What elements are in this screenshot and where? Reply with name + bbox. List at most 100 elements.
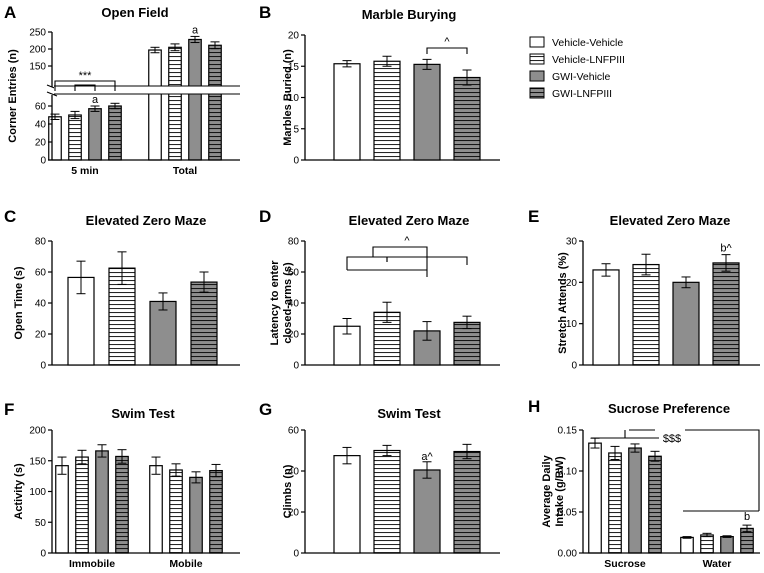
category-label-water: Water <box>703 558 732 570</box>
y-axis-label: Stretch Attends (%) <box>557 252 569 354</box>
bar-vehicle-lnfpiii-sucrose <box>608 452 622 554</box>
bracket-significance <box>426 47 468 54</box>
legend-swatch-gwi-vehicle <box>529 70 545 82</box>
y-tick-label: 0.00 <box>558 549 578 560</box>
chart-title: Elevated Zero Maze <box>610 213 731 228</box>
bar-gwi-vehicle <box>672 281 700 366</box>
chart-title: Elevated Zero Maze <box>349 213 470 228</box>
y-tick-label: 40 <box>288 467 300 478</box>
bar-vehicle-vehicle-sucrose <box>588 442 602 554</box>
legend-label-gwi-vehicle: GWI-Vehicle <box>552 71 611 83</box>
bar-vehicle-vehicle-5-min <box>48 116 62 161</box>
legend: Vehicle-Vehicle Vehicle-LNFPIII GWI-Vehicl… <box>529 36 625 100</box>
y-tick-label: 0.05 <box>558 508 578 519</box>
legend-label-gwi-lnfpiii: GWI-LNFPIII <box>552 88 612 100</box>
bar-gwi-vehicle-water <box>720 535 734 554</box>
y-tick-label: 40 <box>288 299 300 310</box>
category-label-5-min: 5 min <box>71 165 98 177</box>
bar-vehicle-lnfpiii-5-min <box>68 114 82 161</box>
panel-d: D Elevated Zero Maze 0 20 40 60 80 Latency to e… <box>259 207 500 372</box>
chart-title: Swim Test <box>377 406 441 421</box>
legend-label-vehicle-vehicle: Vehicle-Vehicle <box>552 37 623 49</box>
y-tick-label: 20 <box>35 330 47 341</box>
significance-label: a <box>92 94 99 106</box>
bar-gwi-vehicle-total <box>188 38 202 161</box>
panel-letter: B <box>259 3 271 22</box>
y-tick-label: 80 <box>288 237 300 248</box>
category-label-sucrose: Sucrose <box>604 558 646 570</box>
y-tick-label: 200 <box>29 45 46 56</box>
y-tick-label: 0.10 <box>558 467 578 478</box>
bar-vehicle-lnfpiii <box>632 263 660 366</box>
bar-vehicle-vehicle <box>592 269 620 366</box>
significance-label: ^ <box>444 36 450 48</box>
bracket-significance <box>54 80 116 91</box>
bracket-significance <box>685 429 760 511</box>
y-tick-label: 0 <box>40 549 46 560</box>
legend-swatch-vehicle-vehicle <box>529 36 545 48</box>
bar-gwi-vehicle-5-min <box>88 108 102 161</box>
y-tick-label: 100 <box>29 487 46 498</box>
panel-f: F Swim Test Activity (s) Immobile Mobile 0 50 1… <box>4 400 240 570</box>
significance-label: b <box>744 511 750 523</box>
panel-letter: A <box>4 3 16 22</box>
y-axis-label: Climbs (n) <box>282 464 294 518</box>
y-tick-label: 20 <box>288 508 300 519</box>
bar-gwi-vehicle <box>413 469 441 554</box>
bar-gwi-vehicle-mobile <box>189 476 203 554</box>
panel-letter: D <box>259 207 271 226</box>
y-tick-label: 20 <box>35 138 47 149</box>
legend-swatch-vehicle-lnfpiii <box>529 53 545 65</box>
y-tick-label: 60 <box>35 102 47 113</box>
y-tick-label: 0 <box>40 361 46 372</box>
y-axis-label: Average Daily <box>541 454 553 527</box>
category-label-mobile: Mobile <box>169 558 202 570</box>
bracket-outer <box>372 246 428 277</box>
y-tick-label: 150 <box>29 456 46 467</box>
bar-vehicle-lnfpiii-water <box>700 534 714 554</box>
significance-label: b^ <box>720 243 732 255</box>
bar-gwi-vehicle <box>413 63 441 161</box>
category-label-total: Total <box>173 165 197 177</box>
chart-title: Sucrose Preference <box>608 401 730 416</box>
panel-b: B Marble Burying 0 5 10 15 20 Marbles Buried (n… <box>259 3 500 167</box>
y-tick-label: 40 <box>35 299 47 310</box>
y-tick-label: 30 <box>566 237 578 248</box>
bar-gwi-lnfpiii-immobile <box>115 455 129 554</box>
y-tick-label: 60 <box>288 268 300 279</box>
bar-gwi-lnfpiii-sucrose <box>648 455 662 554</box>
bar-vehicle-lnfpiii-total <box>168 46 182 161</box>
y-axis-label: Corner Entries (n) <box>7 49 19 143</box>
y-tick-label: 0 <box>40 156 46 167</box>
y-axis-label: Marbles Buried (n) <box>282 49 294 146</box>
bar-gwi-vehicle <box>149 300 177 366</box>
axis-break-gap <box>54 86 242 94</box>
bar-gwi-lnfpiii <box>190 281 218 366</box>
y-tick-label: 40 <box>35 120 47 131</box>
axis-break-mark <box>46 91 58 97</box>
chart-title: Elevated Zero Maze <box>86 213 207 228</box>
y-tick-label: 60 <box>288 426 300 437</box>
significance-label: $$$ <box>663 433 681 445</box>
panel-letter: H <box>528 397 540 416</box>
legend-swatch-gwi-lnfpiii <box>529 87 545 99</box>
y-tick-label: 0.15 <box>558 426 578 437</box>
bar-vehicle-lnfpiii <box>373 449 401 554</box>
y-tick-label: 20 <box>566 278 578 289</box>
y-tick-label: 10 <box>288 93 300 104</box>
bar-gwi-vehicle-sucrose <box>628 447 642 554</box>
bar-gwi-lnfpiii <box>712 262 740 366</box>
chart-title: Open Field <box>101 5 168 20</box>
panel-letter: C <box>4 207 16 226</box>
y-tick-label: 20 <box>288 330 300 341</box>
bar-vehicle-vehicle <box>333 455 361 554</box>
panel-h: H Sucrose Preference Average Daily Intake (… <box>528 397 760 570</box>
significance-label: *** <box>79 70 93 82</box>
bar-vehicle-lnfpiii-mobile <box>169 469 183 554</box>
significance-label: a <box>192 24 199 36</box>
y-tick-label: 10 <box>566 319 578 330</box>
bar-gwi-lnfpiii-total <box>208 44 222 161</box>
panel-a: A Open Field Corner Entries (n) 5 min Total 0… <box>4 3 242 177</box>
y-axis-label: Latency to enter <box>269 260 281 346</box>
y-tick-label: 5 <box>293 124 299 135</box>
